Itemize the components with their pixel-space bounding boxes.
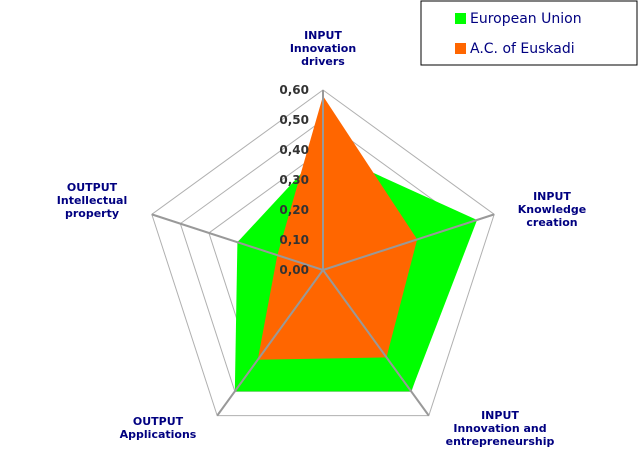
- legend-swatch: [455, 43, 466, 54]
- tick-label: 0,30: [279, 173, 309, 187]
- axis-label-line: Applications: [120, 428, 197, 441]
- axis-label: INPUT Innovation drivers: [290, 29, 356, 68]
- tick-label: 0,50: [279, 113, 309, 127]
- axis-spoke: [322, 213, 495, 271]
- axis-label-line: Intellectual: [57, 194, 127, 207]
- axis-label: OUTPUT Applications: [120, 415, 197, 441]
- tick-label: 0,40: [279, 143, 309, 157]
- legend-swatch: [455, 13, 466, 24]
- axis-label: OUTPUT Intellectual property: [57, 181, 127, 220]
- axis-label-line: INPUT: [481, 409, 519, 422]
- axis-label-line: INPUT: [304, 29, 342, 42]
- legend-box: [420, 0, 638, 66]
- chart-legend: European Union A.C. of Euskadi: [420, 0, 638, 66]
- radar-tick-labels: 0,00 0,10 0,20 0,30 0,40 0,50 0,60: [279, 83, 309, 277]
- axis-label-line: entrepreneurship: [446, 435, 555, 448]
- legend-label: European Union: [470, 11, 582, 27]
- axis-label-line: INPUT: [533, 190, 571, 203]
- axis-label-line: Innovation: [290, 42, 356, 55]
- radar-spokes: [151, 90, 495, 417]
- axis-label-line: creation: [526, 216, 577, 229]
- axis-label: INPUT Knowledge creation: [518, 190, 587, 229]
- axis-label-line: Innovation and: [453, 422, 546, 435]
- axis-spoke: [322, 269, 430, 417]
- axis-spoke: [216, 269, 324, 417]
- tick-label: 0,20: [279, 203, 309, 217]
- tick-label: 0,60: [279, 83, 309, 97]
- tick-label: 0,00: [279, 263, 309, 277]
- axis-label: INPUT Innovation and entrepreneurship: [446, 409, 555, 448]
- axis-label-line: drivers: [301, 55, 345, 68]
- axis-label-line: Knowledge: [518, 203, 587, 216]
- axis-spoke: [151, 213, 324, 271]
- axis-label-line: property: [65, 207, 119, 220]
- grid-ring: [151, 89, 495, 417]
- axis-label-line: OUTPUT: [67, 181, 118, 194]
- legend-label: A.C. of Euskadi: [470, 41, 575, 57]
- radar-series-areas: [234, 96, 478, 392]
- tick-label: 0,10: [279, 233, 309, 247]
- series-area-2: [257, 96, 418, 360]
- axis-label-line: OUTPUT: [133, 415, 184, 428]
